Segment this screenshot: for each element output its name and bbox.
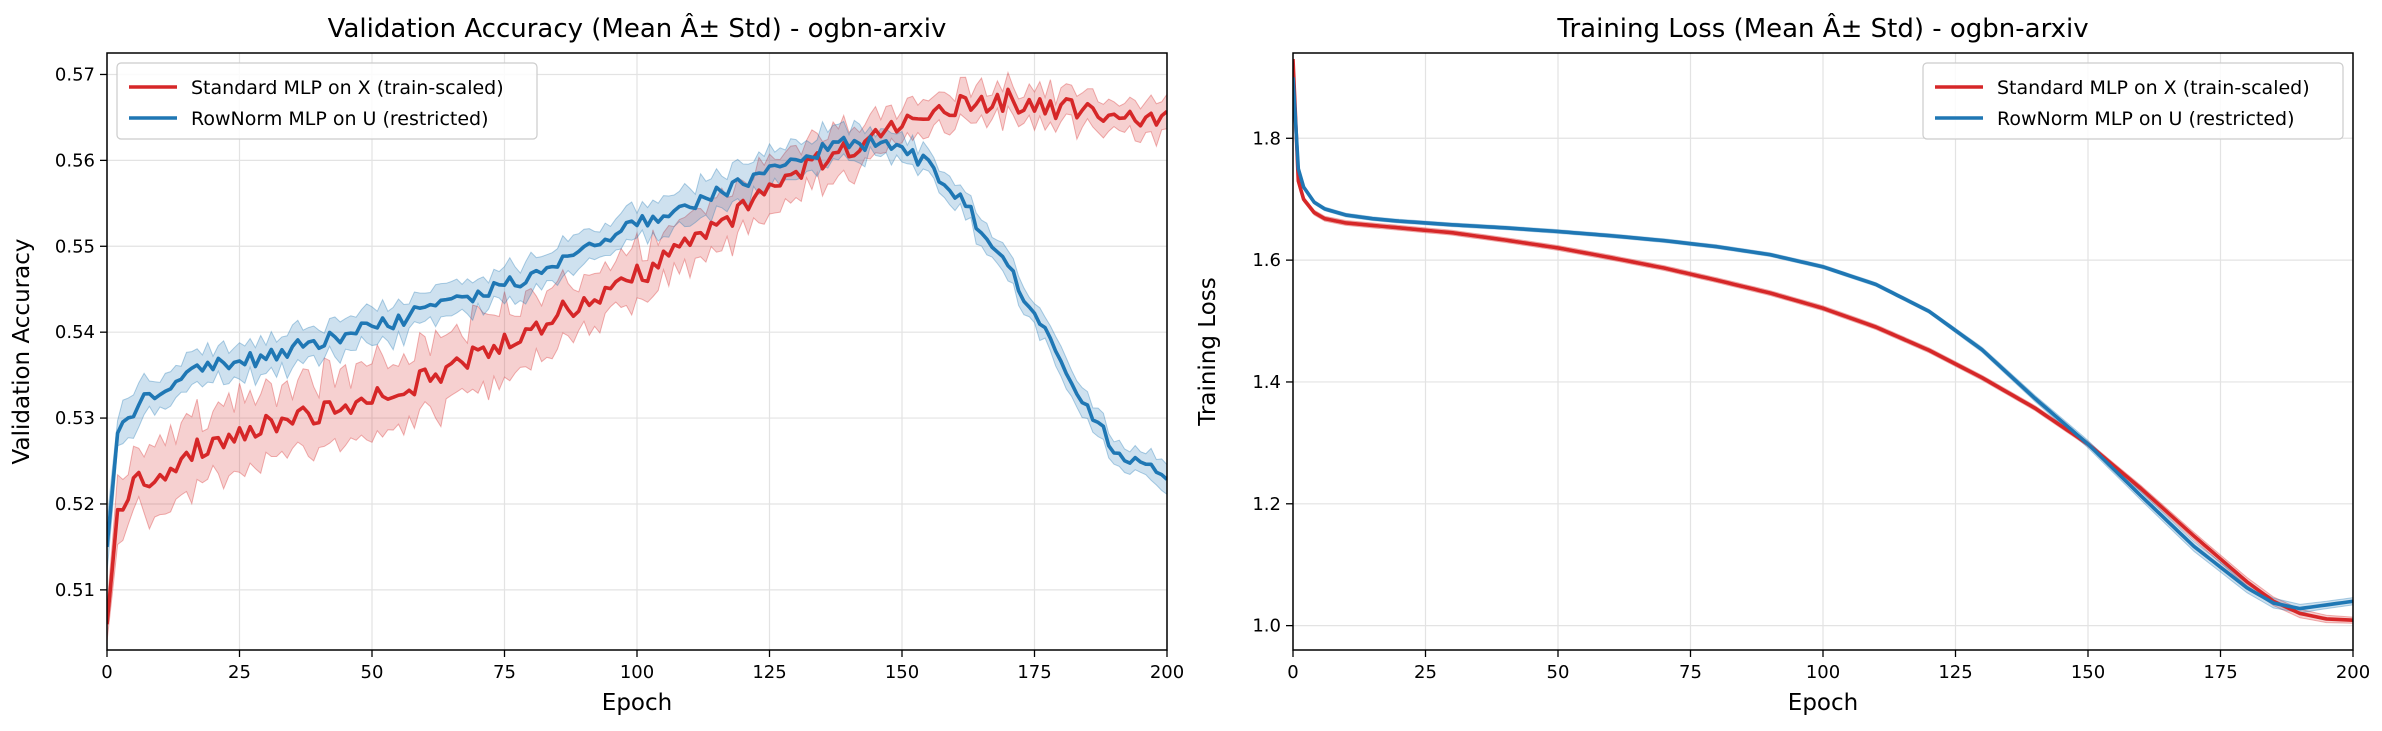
validation-accuracy-chart: 0 25 50 75 100 125 150 175 200 0.510.520.530.540…	[9, 12, 1184, 716]
x-tick-label: 25	[1414, 662, 1437, 683]
y-tick-label: 0.55	[55, 236, 95, 257]
y-tick-label: 0.51	[55, 580, 95, 601]
chart-title: Validation Accuracy (Mean Â± Std) - ogbn…	[328, 12, 947, 44]
mean-line-rownorm-mlp-on-u-restricted	[1293, 77, 2353, 611]
y-tick-label: 1.6	[1252, 250, 1281, 271]
x-tick-label: 100	[620, 662, 654, 683]
x-axis-ticks: 0 25 50 75 100 125 150 175 200	[1287, 650, 2370, 683]
mean-line-standard-mlp-on-x-train-scaled	[1293, 59, 2353, 622]
x-tick-label: 50	[1547, 662, 1570, 683]
legend-box	[1922, 62, 2344, 140]
std-band-standard-mlp-on-x-train-scaled	[1293, 56, 2353, 624]
x-tick-label: 200	[2336, 662, 2370, 683]
x-tick-label: 0	[101, 662, 112, 683]
legend-label-standard-mlp: Standard MLP on X (train-scaled)	[191, 77, 504, 99]
x-tick-label: 100	[1806, 662, 1840, 683]
y-tick-label: 1.8	[1252, 128, 1281, 149]
y-axis-ticks: 1.0 1.2 1.4 1.6 1.8	[1252, 128, 1293, 637]
y-tick-label: 0.54	[55, 322, 95, 343]
y-tick-label: 1.0	[1252, 616, 1281, 637]
y-tick-label: 0.52	[55, 494, 95, 515]
x-tick-label: 125	[1938, 662, 1972, 683]
x-tick-label: 25	[228, 662, 251, 683]
training-loss-chart: 0 25 50 75 100 125 150 175 200 1.0 1.2 1.4 1.6 1.8 T…	[1195, 12, 2370, 716]
y-tick-label: 0.53	[55, 408, 95, 429]
y-tick-label: 0.57	[55, 64, 95, 85]
mean-lines	[1293, 59, 2353, 622]
y-tick-label: 0.56	[55, 150, 95, 171]
x-tick-label: 0	[1287, 662, 1298, 683]
chart-title: Training Loss (Mean Â± Std) - ogbn-arxiv	[1556, 12, 2088, 44]
y-axis-label: Training Loss	[1195, 277, 1221, 427]
legend-label-rownorm-mlp: RowNorm MLP on U (restricted)	[191, 108, 489, 130]
x-tick-label: 50	[361, 662, 384, 683]
mean-lines	[107, 87, 1167, 625]
x-tick-label: 150	[2071, 662, 2105, 683]
x-axis-ticks: 0 25 50 75 100 125 150 175 200	[101, 650, 1184, 683]
mean-line-rownorm-mlp-on-u-restricted	[107, 134, 1167, 548]
x-tick-label: 125	[752, 662, 786, 683]
x-tick-label: 75	[1679, 662, 1702, 683]
x-axis-label: Epoch	[1788, 690, 1858, 716]
std-band-rownorm-mlp-on-u-restricted	[1293, 75, 2353, 614]
std-bands	[1293, 56, 2353, 624]
y-tick-label: 1.2	[1252, 494, 1281, 515]
x-tick-label: 175	[2203, 662, 2237, 683]
x-tick-label: 150	[885, 662, 919, 683]
y-axis-label: Validation Accuracy	[9, 239, 35, 465]
legend: Standard MLP on X (train-scaled) RowNorm…	[1922, 62, 2344, 140]
mean-line-standard-mlp-on-x-train-scaled	[107, 87, 1167, 625]
y-axis-ticks: 0.51 0.52 0.53 0.54 0.55 0.56 0.57	[55, 64, 107, 601]
legend-box	[116, 62, 538, 140]
legend-label-rownorm-mlp: RowNorm MLP on U (restricted)	[1997, 108, 2295, 130]
x-tick-label: 200	[1150, 662, 1184, 683]
legend-label-standard-mlp: Standard MLP on X (train-scaled)	[1997, 77, 2310, 99]
std-band-standard-mlp-on-x-train-scaled	[107, 70, 1167, 642]
x-tick-label: 175	[1017, 662, 1051, 683]
x-axis-label: Epoch	[602, 690, 672, 716]
legend: Standard MLP on X (train-scaled) RowNorm…	[116, 62, 538, 140]
x-tick-label: 75	[493, 662, 516, 683]
y-tick-label: 1.4	[1252, 372, 1281, 393]
